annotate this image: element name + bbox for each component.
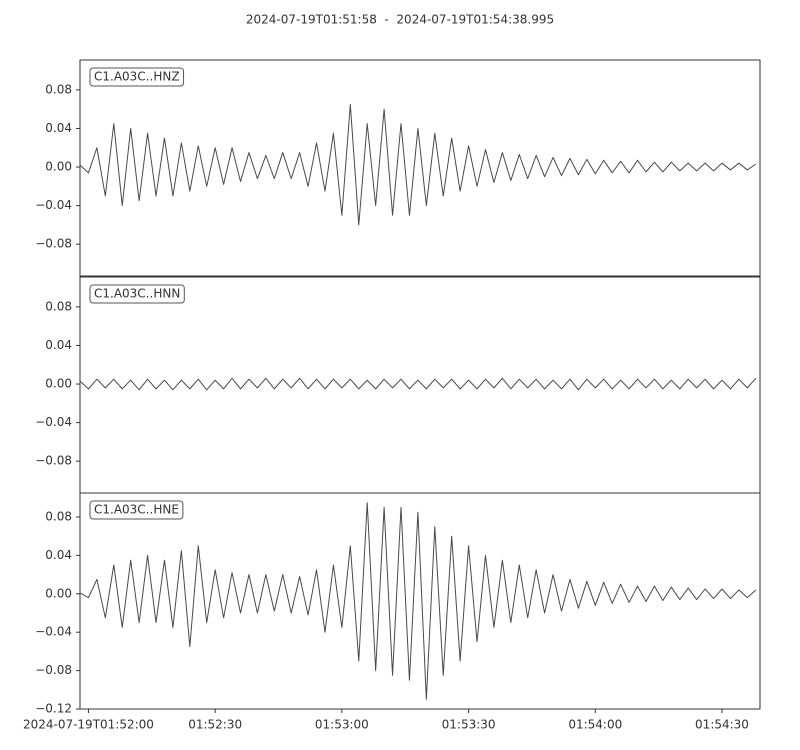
y-tick-label: 0.08 — [45, 299, 72, 313]
legend-box — [89, 67, 185, 87]
y-tick-label: 0.08 — [45, 82, 72, 96]
x-tick-label: 01:52:30 — [188, 718, 242, 732]
waveform — [79, 103, 757, 226]
y-tick-label: 0.04 — [45, 548, 72, 562]
legend-box — [89, 500, 184, 520]
x-tick-label: 2024-07-19T01:52:00 — [23, 718, 154, 732]
y-tick-label: −0.12 — [35, 702, 72, 716]
y-tick-label: −0.08 — [35, 454, 72, 468]
waveform — [79, 377, 757, 391]
y-tick-label: 0.04 — [45, 121, 72, 135]
plot-frame — [79, 59, 761, 277]
x-tick-label: 01:53:00 — [315, 718, 369, 732]
x-tick-label: 01:53:30 — [442, 718, 496, 732]
x-tick-label: 01:54:00 — [568, 718, 622, 732]
y-tick-label: −0.08 — [35, 237, 72, 251]
legend-label: C1.A03C..HNZ — [94, 70, 180, 84]
x-tick-label: 01:54:30 — [695, 718, 749, 732]
legend-label: C1.A03C..HNE — [94, 503, 179, 517]
y-tick-label: −0.04 — [35, 625, 72, 639]
legend-box — [89, 284, 185, 304]
y-tick-label: 0.00 — [45, 377, 72, 391]
plot-frame — [79, 492, 761, 710]
y-tick-label: −0.04 — [35, 198, 72, 212]
legend-label: C1.A03C..HNN — [94, 287, 180, 301]
chart-title: 2024-07-19T01:51:58 - 2024-07-19T01:54:3… — [246, 13, 554, 27]
y-tick-label: −0.08 — [35, 663, 72, 677]
waveform — [79, 502, 757, 700]
y-tick-label: 0.04 — [45, 338, 72, 352]
y-tick-label: 0.08 — [45, 510, 72, 524]
y-tick-label: −0.04 — [35, 415, 72, 429]
plot-frame — [79, 276, 761, 494]
y-tick-label: 0.00 — [45, 586, 72, 600]
y-tick-label: 0.00 — [45, 160, 72, 174]
